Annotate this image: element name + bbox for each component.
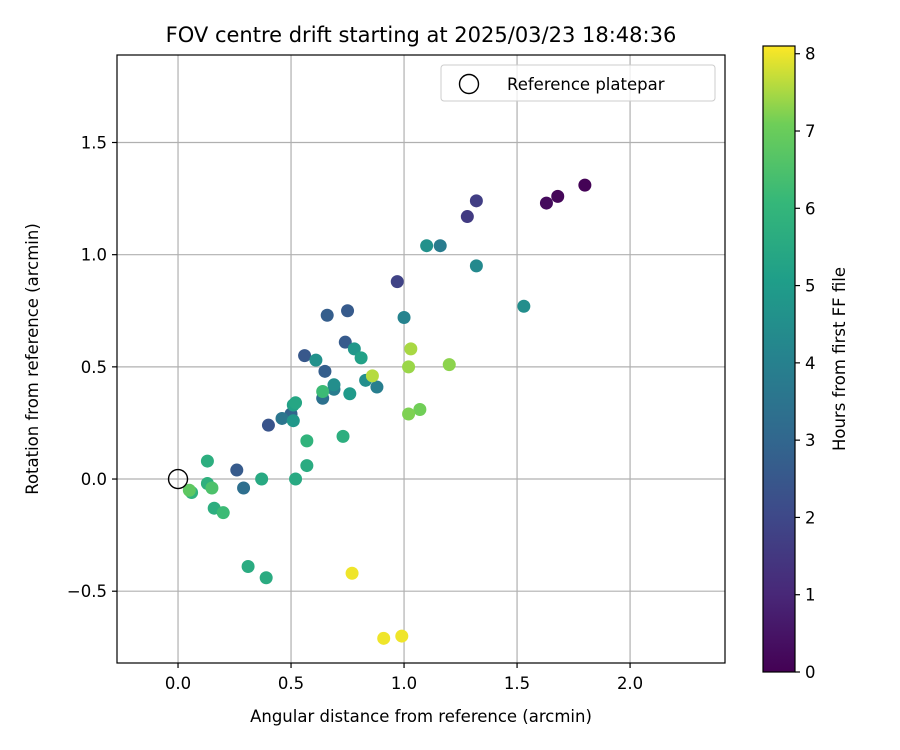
scatter-point-37 xyxy=(300,434,314,448)
colorbar-tick-label-8: 8 xyxy=(805,45,816,64)
scatter-point-11 xyxy=(338,335,352,349)
y-tick-label-1: 0.0 xyxy=(81,470,107,489)
scatter-point-20 xyxy=(433,239,447,253)
scatter-point-40 xyxy=(200,454,214,468)
y-tick-label-2: 0.5 xyxy=(81,358,107,377)
scatter-point-2 xyxy=(539,196,553,210)
scatter-point-46 xyxy=(205,481,219,495)
scatter-point-30 xyxy=(354,351,368,365)
scatter-point-32 xyxy=(289,396,303,410)
scatter-point-48 xyxy=(413,402,427,416)
scatter-point-39 xyxy=(259,571,273,585)
scatter-point-38 xyxy=(241,560,255,574)
y-axis-ticks: −0.5 0.0 0.5 1.0 1.5 xyxy=(67,133,117,601)
scatter-point-51 xyxy=(402,360,416,374)
colorbar-tick-label-3: 3 xyxy=(805,431,816,450)
scatter-point-24 xyxy=(309,353,323,367)
chart-title: FOV centre drift starting at 2025/03/23 … xyxy=(166,23,677,47)
scatter-point-6 xyxy=(261,418,275,432)
scatter-point-54 xyxy=(345,566,359,580)
scatter-point-33 xyxy=(255,472,269,486)
scatter-point-12 xyxy=(318,364,332,378)
legend-box xyxy=(440,64,716,102)
colorbar-tick-label-0: 0 xyxy=(805,663,816,682)
scatter-point-19 xyxy=(397,310,411,324)
colorbar-tick-label-1: 1 xyxy=(805,586,816,605)
scatter-point-53 xyxy=(365,369,379,383)
colorbar-tick-label-7: 7 xyxy=(805,122,816,141)
legend-reference-marker xyxy=(458,73,480,95)
x-tick-label-0: 0.0 xyxy=(165,674,191,693)
x-tick-label-2: 1.0 xyxy=(391,674,417,693)
scatter-point-56 xyxy=(395,629,409,643)
scatter-point-21 xyxy=(469,259,483,273)
scatter-point-16 xyxy=(275,411,289,425)
scatter-point-28 xyxy=(286,414,300,428)
colorbar-tick-label-6: 6 xyxy=(805,199,816,218)
legend: Reference platepar xyxy=(440,64,716,102)
colorbar-tick-label-4: 4 xyxy=(805,354,816,373)
scatter-point-23 xyxy=(420,239,434,253)
legend-reference-label: Reference platepar xyxy=(507,75,665,94)
scatter-point-36 xyxy=(336,429,350,443)
scatter-point-14 xyxy=(237,481,251,495)
scatter-point-4 xyxy=(460,210,474,224)
scatter-point-45 xyxy=(216,506,230,520)
y-axis-label: Rotation from reference (arcmin) xyxy=(23,223,42,495)
colorbar-ticks: 0 1 2 3 4 5 6 7 8 xyxy=(795,45,816,682)
scatter-point-5 xyxy=(390,275,404,289)
scatter-point-25 xyxy=(327,378,341,392)
scatter-points xyxy=(182,178,592,645)
scatter-point-34 xyxy=(289,472,303,486)
plot-area-frame xyxy=(116,54,726,664)
scatter-point-55 xyxy=(377,631,391,645)
x-tick-label-4: 2.0 xyxy=(617,674,643,693)
y-tick-label-4: 1.5 xyxy=(81,133,107,152)
scatter-point-7 xyxy=(230,463,244,477)
scatter-point-3 xyxy=(469,194,483,208)
scatter-point-49 xyxy=(402,407,416,421)
colorbar-label: Hours from first FF file xyxy=(830,267,849,451)
colorbar: 0 1 2 3 4 5 6 7 8 Hours from first FF file xyxy=(762,45,849,682)
reference-marker xyxy=(167,468,189,490)
colorbar-tick-label-2: 2 xyxy=(805,508,816,527)
x-axis-label: Angular distance from reference (arcmin) xyxy=(250,707,592,726)
scatter-point-0 xyxy=(578,178,592,192)
reference-platepar-point xyxy=(167,468,189,490)
scatter-point-47 xyxy=(182,483,196,497)
scatter-point-1 xyxy=(551,189,565,203)
colorbar-tick-label-5: 5 xyxy=(805,277,816,296)
scatter-point-22 xyxy=(517,299,531,313)
y-tick-label-3: 1.0 xyxy=(81,246,107,265)
scatter-point-8 xyxy=(298,349,312,363)
x-tick-label-1: 0.5 xyxy=(278,674,304,693)
scatter-point-44 xyxy=(316,385,330,399)
x-axis-ticks: 0.0 0.5 1.0 1.5 2.0 xyxy=(165,663,643,693)
colorbar-gradient xyxy=(762,45,796,673)
x-tick-label-3: 1.5 xyxy=(504,674,530,693)
scatter-point-52 xyxy=(404,342,418,356)
grid xyxy=(117,55,725,663)
scatter-point-9 xyxy=(320,308,334,322)
y-tick-label-0: −0.5 xyxy=(67,582,107,601)
scatter-point-27 xyxy=(347,342,361,356)
scatter-point-10 xyxy=(341,304,355,318)
scatter-point-35 xyxy=(300,459,314,473)
scatter-point-29 xyxy=(343,387,357,401)
scatter-point-18 xyxy=(370,380,384,394)
scatter-point-50 xyxy=(442,358,456,372)
